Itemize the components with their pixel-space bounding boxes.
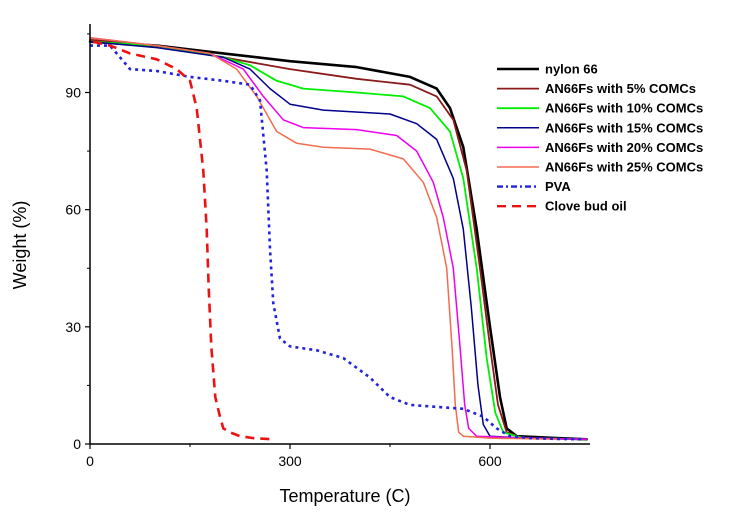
series-line-7 (93, 40, 274, 441)
legend-label-1: AN66Fs with 5% COMCs (545, 81, 696, 96)
axis-ticks: 0 300 600 0 30 60 90 (65, 33, 502, 469)
plot-curves (88, 37, 588, 441)
series-line-4 (89, 37, 588, 441)
legend: nylon 66 AN66Fs with 5% COMCs AN66Fs with … (497, 62, 703, 214)
y-axis-title: Weight (%) (10, 201, 30, 290)
x-tick-label: 0 (86, 453, 94, 469)
x-tick-label: 600 (478, 453, 502, 469)
series-line-6 (90, 44, 584, 441)
legend-label-5: AN66Fs with 25% COMCs (545, 160, 703, 175)
series-line-5 (89, 37, 558, 441)
series-line-3 (89, 40, 588, 441)
legend-label-0: nylon 66 (545, 62, 598, 77)
legend-label-4: AN66Fs with 20% COMCs (545, 140, 703, 155)
y-tick-label: 30 (65, 319, 81, 335)
axes (89, 24, 590, 445)
legend-label-3: AN66Fs with 15% COMCs (545, 120, 703, 135)
legend-label-6: PVA (545, 179, 571, 194)
legend-label-2: AN66Fs with 10% COMCs (545, 101, 703, 116)
y-tick-label: 60 (65, 202, 81, 218)
y-tick-label: 90 (65, 84, 81, 100)
series-line-0 (88, 40, 588, 441)
series-line-1 (89, 38, 588, 441)
legend-label-7: Clove bud oil (545, 199, 627, 214)
x-tick-label: 300 (278, 453, 302, 469)
y-tick-label: 0 (73, 436, 81, 452)
series-line-2 (89, 40, 588, 441)
x-axis-title: Temperature (C) (279, 486, 410, 506)
